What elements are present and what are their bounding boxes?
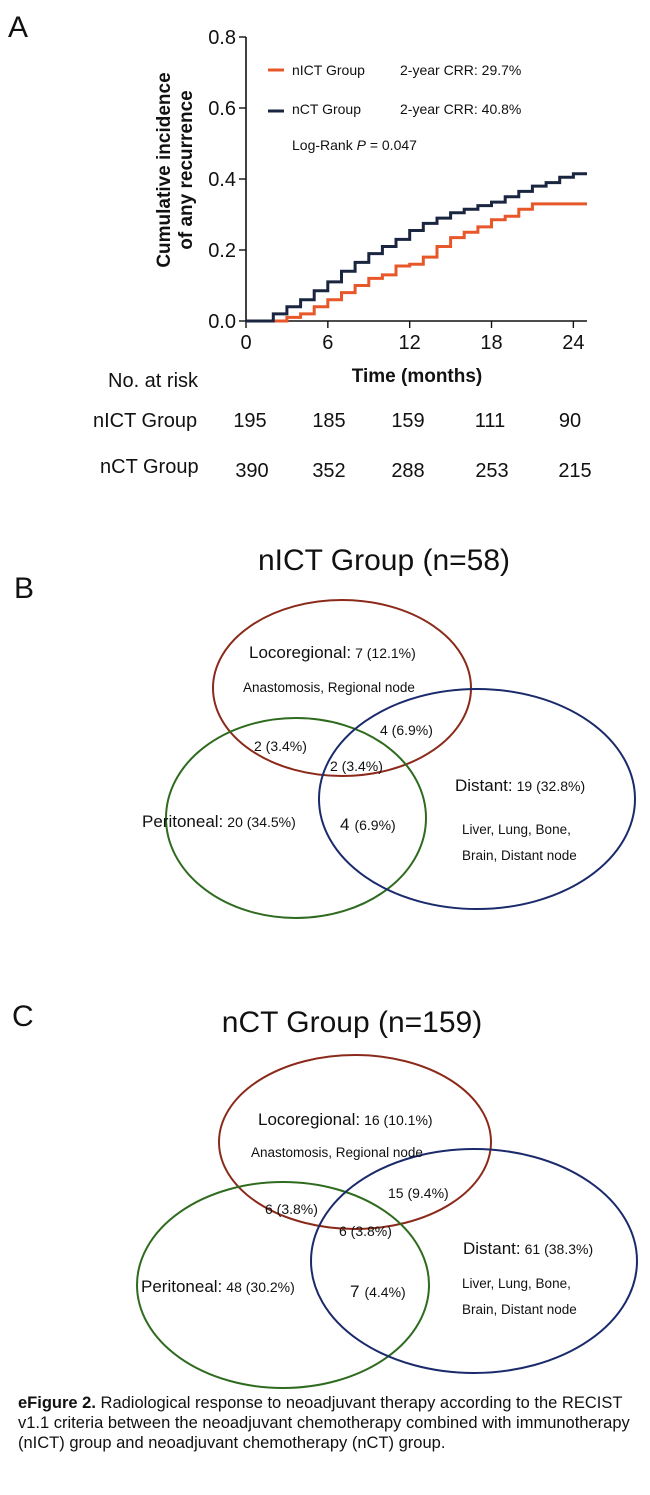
risk-value-nct-3: 253 xyxy=(475,460,508,482)
y-tick-label-3: 0.6 xyxy=(208,98,236,120)
overlap-loco-dist: 15 (9.4%) xyxy=(388,1185,449,1201)
panel-letter-a: A xyxy=(8,11,28,44)
risk-value-nict-3: 111 xyxy=(475,410,505,432)
logrank-annotation: Log-Rank P = 0.047 xyxy=(292,137,417,153)
distant-value: 19 (32.8%) xyxy=(517,778,585,794)
legend-label-nct: nCT Group xyxy=(292,101,361,117)
caption-label: eFigure 2. xyxy=(18,1394,96,1412)
logrank-prefix: Log-Rank xyxy=(292,137,357,153)
risk-value-nct-1: 352 xyxy=(312,460,345,482)
panel-c: C nCT Group (n=159) Locoregional: 16 (10.… xyxy=(12,1000,638,1389)
peritoneal-name: Peritoneal: xyxy=(141,1277,222,1296)
km-chart: Cumulative incidence of any recurrence 0… xyxy=(154,27,587,387)
venn-label-peritoneal: Peritoneal: 48 (30.2%) xyxy=(141,1277,295,1296)
venn-title-nict: nICT Group (n=58) xyxy=(258,544,510,577)
panel-letter-b: B xyxy=(14,572,34,605)
panel-b: B nICT Group (n=58) Locoregional: 7 (12.1… xyxy=(14,544,636,919)
locoregional-detail: Anastomosis, Regional node xyxy=(251,1145,423,1160)
risk-value-nict-1: 185 xyxy=(312,410,345,432)
venn-circle-distant xyxy=(318,688,636,910)
distant-value: 61 (38.3%) xyxy=(525,1241,593,1257)
peritoneal-name: Peritoneal: xyxy=(142,812,223,831)
venn-circle-locoregional xyxy=(212,599,472,777)
venn-label-locoregional: Locoregional: 16 (10.1%) xyxy=(258,1110,433,1129)
venn-label-locoregional: Locoregional: 7 (12.1%) xyxy=(249,643,416,662)
venn-title-nct: nCT Group (n=159) xyxy=(222,1006,482,1039)
x-ticks: 0 6 12 18 24 xyxy=(240,321,584,354)
risk-row-label-nct: nCT Group xyxy=(100,456,199,478)
distant-name: Distant: xyxy=(455,776,513,795)
panel-letter-c: C xyxy=(12,1000,34,1033)
x-tick-label-3: 18 xyxy=(480,332,502,354)
venn-label-distant: Distant: 19 (32.8%) xyxy=(455,776,585,795)
overlap-peri-dist-pct: (6.9%) xyxy=(354,817,395,833)
risk-table: No. at risk nICT Group nCT Group 195 185… xyxy=(93,370,592,482)
x-tick-label-1: 6 xyxy=(322,332,333,354)
distant-detail-line2: Brain, Distant node xyxy=(462,1302,577,1317)
x-tick-label-2: 12 xyxy=(399,332,421,354)
x-tick-label-0: 0 xyxy=(240,332,251,354)
legend: nICT Group 2-year CRR: 29.7% nCT Group 2… xyxy=(268,62,521,153)
locoregional-detail: Anastomosis, Regional node xyxy=(243,680,415,695)
logrank-p: P xyxy=(357,137,367,153)
y-axis-title-line1: Cumulative incidence xyxy=(154,72,175,267)
legend-label-nict: nICT Group xyxy=(292,62,365,78)
risk-row-label-nict: nICT Group xyxy=(93,410,197,432)
risk-value-nict-4: 90 xyxy=(559,410,581,432)
venn-label-peritoneal: Peritoneal: 20 (34.5%) xyxy=(142,812,296,831)
distant-detail-line1: Liver, Lung, Bone, xyxy=(462,1276,571,1291)
overlap-peri-dist: 4 (6.9%) xyxy=(340,815,396,834)
legend-stat-nct: 2-year CRR: 40.8% xyxy=(400,101,521,117)
x-axis-title: Time (months) xyxy=(352,366,483,387)
y-tick-label-2: 0.4 xyxy=(208,169,236,191)
locoregional-name: Locoregional: xyxy=(249,643,351,662)
series-line-nct xyxy=(246,172,587,323)
risk-value-nct-2: 288 xyxy=(391,460,424,482)
venn-circle-locoregional xyxy=(218,1054,492,1230)
y-ticks: 0.0 0.2 0.4 0.6 0.8 xyxy=(208,27,246,333)
overlap-all-three: 6 (3.8%) xyxy=(339,1223,392,1239)
peritoneal-value: 48 (30.2%) xyxy=(226,1279,294,1295)
distant-detail-line1: Liver, Lung, Bone, xyxy=(462,822,571,837)
overlap-peri-dist-n: 4 xyxy=(340,815,349,834)
venn-circle-distant xyxy=(310,1148,638,1374)
y-tick-label-1: 0.2 xyxy=(208,240,236,262)
distant-name: Distant: xyxy=(463,1239,521,1258)
venn-label-distant: Distant: 61 (38.3%) xyxy=(463,1239,593,1258)
peritoneal-value: 20 (34.5%) xyxy=(227,814,295,830)
overlap-peri-dist-n: 7 xyxy=(350,1282,359,1301)
figure-caption: eFigure 2. Radiological response to neoa… xyxy=(18,1393,643,1453)
caption-text: Radiological response to neoadjuvant the… xyxy=(18,1394,630,1452)
risk-value-nct-4: 215 xyxy=(558,460,591,482)
risk-table-header: No. at risk xyxy=(108,370,199,392)
locoregional-name: Locoregional: xyxy=(258,1110,360,1129)
series-line-nict xyxy=(246,202,587,323)
venn-circle-peritoneal xyxy=(136,1181,430,1389)
locoregional-value: 16 (10.1%) xyxy=(364,1112,432,1128)
logrank-value: = 0.047 xyxy=(366,137,417,153)
overlap-loco-peri: 6 (3.8%) xyxy=(265,1201,318,1217)
overlap-loco-peri: 2 (3.4%) xyxy=(254,738,307,754)
y-tick-label-0: 0.0 xyxy=(208,311,236,333)
legend-stat-nict: 2-year CRR: 29.7% xyxy=(400,62,521,78)
risk-value-nct-0: 390 xyxy=(235,460,268,482)
overlap-all-three: 2 (3.4%) xyxy=(330,758,383,774)
overlap-loco-dist: 4 (6.9%) xyxy=(380,722,433,738)
risk-value-nict-0: 195 xyxy=(233,410,266,432)
distant-detail-line2: Brain, Distant node xyxy=(462,848,577,863)
venn-circle-peritoneal xyxy=(165,717,427,919)
locoregional-value: 7 (12.1%) xyxy=(355,645,416,661)
overlap-peri-dist-pct: (4.4%) xyxy=(364,1284,405,1300)
overlap-peri-dist: 7 (4.4%) xyxy=(350,1282,406,1301)
y-tick-label-4: 0.8 xyxy=(208,27,236,49)
y-axis-title-line2: of any recurrence xyxy=(176,90,197,249)
x-tick-label-4: 24 xyxy=(562,332,584,354)
panel-a: A Cumulative incidence of any recurrence… xyxy=(8,11,592,482)
risk-value-nict-2: 159 xyxy=(391,410,424,432)
